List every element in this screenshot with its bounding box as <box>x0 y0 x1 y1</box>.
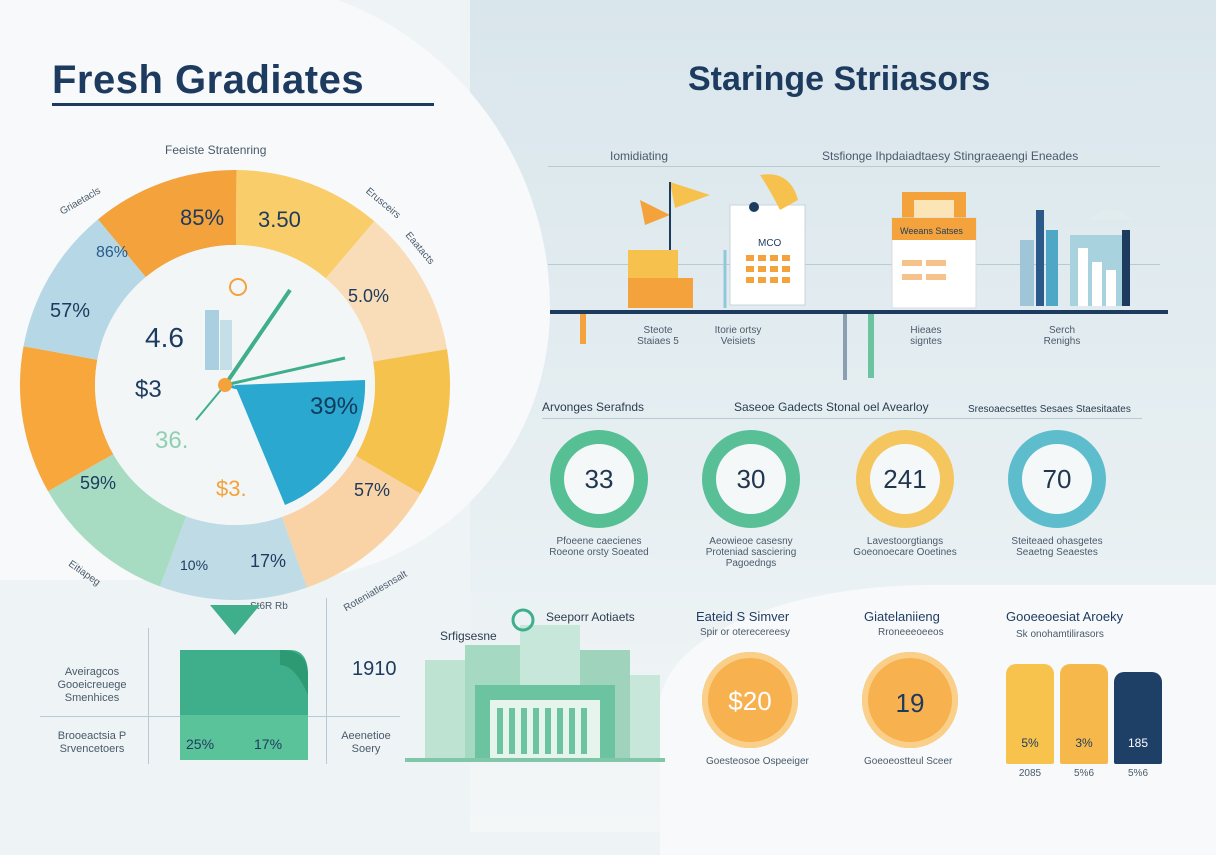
pie-inner-value-3: 36. <box>155 427 189 454</box>
right-illustration <box>550 174 1168 380</box>
stat-bar <box>1114 672 1162 764</box>
pie-hand-4 <box>195 384 226 421</box>
pie-chart <box>20 170 450 635</box>
pie-inner-value-4: $3. <box>216 476 247 501</box>
pie-hand-2 <box>224 356 346 387</box>
right-header-line <box>548 166 1160 167</box>
table-row2-label: Brooeactsia P Srvencetoers <box>57 730 127 755</box>
pie-inner-value-1: 4.6 <box>145 322 184 353</box>
col3-title: Gooeeoesiat Aroeky <box>1006 609 1124 624</box>
metrics-label-left: Arvonges Serafnds <box>542 400 645 414</box>
green-block-value-left: 25% <box>186 736 215 752</box>
case-label: Weeans Satses <box>900 226 963 236</box>
pie-seg-label-9: 86% <box>96 244 129 261</box>
stat-bar-label: 185 <box>1127 736 1149 750</box>
shelf-caption-3: Hieaes signtes <box>910 325 942 347</box>
col3-sub: Sk onohamtilirasors <box>1016 629 1104 640</box>
shelf-caption-2: Itorie ortsy Veisiets <box>714 325 762 347</box>
right-mid-line <box>548 264 1160 265</box>
col1-sub: Spir or oterecereesy <box>700 627 791 638</box>
col2-ring <box>862 652 958 748</box>
pie-tower-1 <box>205 310 219 370</box>
col1-value: $20 <box>728 686 772 716</box>
stat-bar-label: 5% <box>1021 736 1039 750</box>
support-label: Seeporr Aotiaets <box>546 610 635 624</box>
pie-seg-label-5: 17% <box>250 551 287 571</box>
col2-value: 19 <box>895 688 925 718</box>
pie-seg-label-6: 10% <box>180 557 209 573</box>
pie-sun-icon <box>229 278 247 296</box>
pie-top-label: Feeiste Stratenring <box>165 143 267 157</box>
col1-title: Eateid S Simver <box>696 609 790 624</box>
pie-tower-2 <box>220 320 232 370</box>
metric-caption: Aeowieoe casesny Proteniad sasciering Pa… <box>705 536 797 569</box>
stat-bar-foot: 5%6 <box>1127 768 1148 779</box>
right-header-right: Stsfionge Ihpdaiadtaesy Stingraeaengi En… <box>822 149 1079 163</box>
pie-seg-label-1: 85% <box>180 205 225 230</box>
pie-inner-value-2: $3 <box>135 376 162 403</box>
col1-ring <box>702 652 798 748</box>
metric-value: 30 <box>716 444 786 514</box>
pie-segment <box>20 346 114 492</box>
table-col-line-1 <box>148 628 149 764</box>
pie-segment <box>235 170 375 279</box>
pie-highlight-wedge <box>235 380 366 505</box>
stat-bar-label: 3% <box>1075 736 1093 750</box>
shelf-caption-4: Serch Renighs <box>1043 325 1081 347</box>
pie-seg-label-2: 3.50 <box>258 207 301 232</box>
metrics-label-mid: Saseoe Gadects Stonal oel Avearloy <box>734 400 929 414</box>
pie-highlight-label: 39% <box>310 393 359 420</box>
col1-caption: Goesteosoe Ospeeiger <box>706 756 809 767</box>
card-label: MCO <box>758 238 782 249</box>
title-underline <box>52 103 434 106</box>
metrics-line <box>542 418 1142 419</box>
pie-segment <box>325 221 447 362</box>
right-title: Staringe Striiasors <box>688 60 991 98</box>
pie-hand-1 <box>223 288 292 387</box>
city-illustration <box>405 608 665 762</box>
metrics-label-right: Sresoaecsettes Sesaes Staesitaates <box>968 404 1131 415</box>
metric-value: 70 <box>1022 444 1092 514</box>
green-block-value-right: 17% <box>254 736 283 752</box>
metric-value: 33 <box>564 444 634 514</box>
stat-bar <box>1006 664 1054 764</box>
right-header-left: Iomidiating <box>610 149 669 163</box>
green-block <box>180 650 308 760</box>
pie-label-bottom: St6R Rb <box>250 601 288 612</box>
pie-hand-3 <box>224 383 281 400</box>
pie-segment <box>48 454 187 587</box>
col2-sub: Rroneeeoeeos <box>878 627 944 638</box>
pie-segment <box>281 455 421 588</box>
stat-bar <box>1060 664 1108 764</box>
pie-seg-label-3: 5.0% <box>348 286 390 306</box>
shelf-caption-1: Steote Staiaes 5 <box>637 325 679 347</box>
table-count: 1910 <box>352 658 397 680</box>
building-label: Srfigsesne <box>440 629 497 643</box>
stat-bar-foot: 5%6 <box>1073 768 1094 779</box>
metric-caption: Pfoeene caecienes Roeone orsty Soeated <box>549 536 649 558</box>
table-count-sub: Aeenetioe Soery <box>341 730 391 755</box>
pie-seg-label-4: 57% <box>354 480 391 500</box>
metric-caption: Lavestoorgtiangs Goeonoecare Ooetines <box>853 536 957 558</box>
pie-segment <box>160 516 308 600</box>
col2-title: Giatelaniieng <box>864 609 940 624</box>
pie-seg-label-8: 57% <box>50 300 91 322</box>
pie-center-dot <box>218 378 232 392</box>
pie-segment <box>23 219 146 360</box>
metric-caption: Steiteaed ohasgetes Seaetng Seaestes <box>1011 536 1103 558</box>
metric-value: 241 <box>870 444 940 514</box>
pie-segment <box>355 349 450 494</box>
pie-segment <box>97 170 237 278</box>
pie-seg-label-7: 59% <box>80 473 117 493</box>
col2-caption: Goeoeostteul Sceer <box>864 756 953 767</box>
page-title: Fresh Gradiates <box>52 58 365 102</box>
table-row1-label: Aveiragcos Gooeicreuege Smenhices <box>57 666 127 704</box>
table-col-line-2 <box>326 598 327 764</box>
pie-pointer <box>210 605 260 635</box>
stat-bar-foot: 2085 <box>1018 768 1042 779</box>
